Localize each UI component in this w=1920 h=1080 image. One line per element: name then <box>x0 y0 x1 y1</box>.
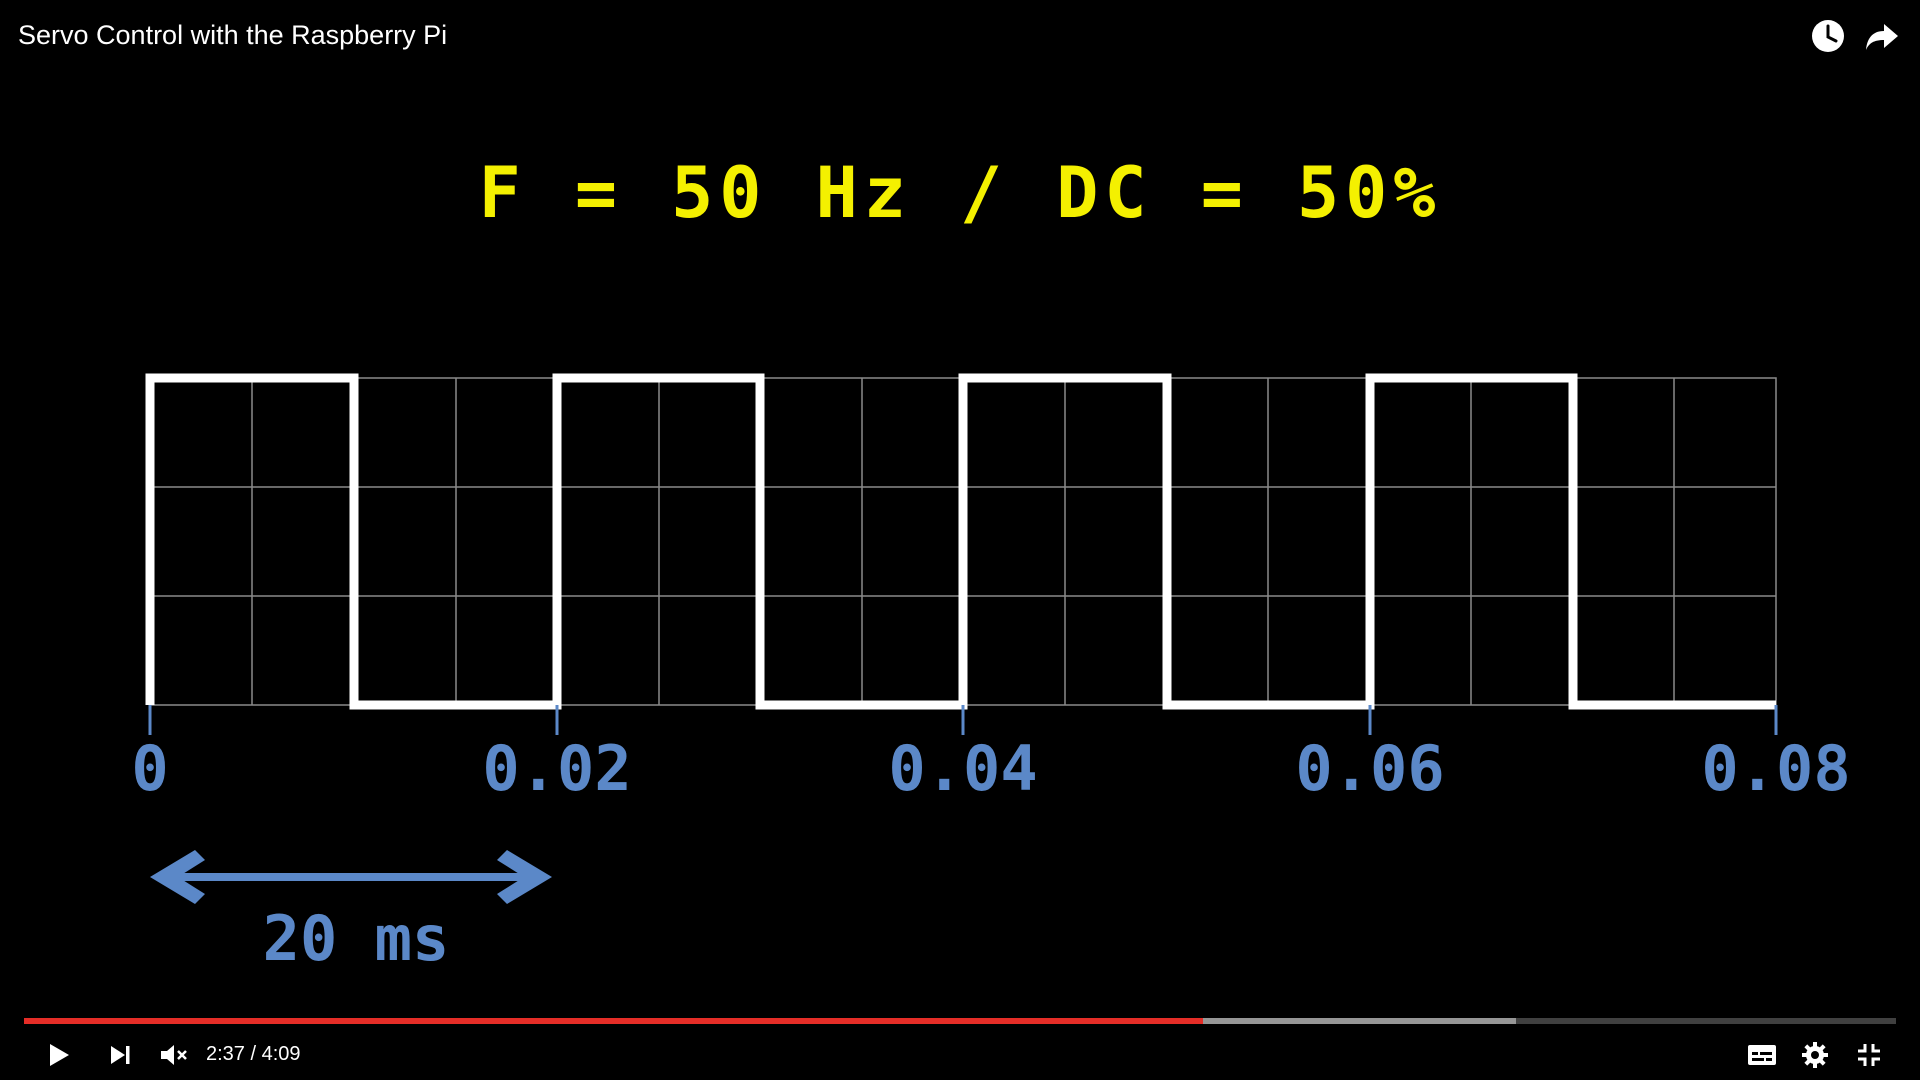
settings-button[interactable] <box>1795 1030 1835 1080</box>
subtitles-button[interactable] <box>1742 1030 1782 1080</box>
video-title[interactable]: Servo Control with the Raspberry Pi <box>18 20 448 50</box>
volume-muted-icon <box>161 1045 187 1065</box>
time-display: 2:37 / 4:09 <box>206 1043 301 1066</box>
player-controls: 2:37 / 4:09 <box>0 1030 1920 1080</box>
period-label: 20 ms <box>263 902 450 975</box>
square-wave <box>145 373 1776 710</box>
exit-fullscreen-icon <box>1858 1044 1880 1066</box>
tick-label: 0.04 <box>888 732 1037 805</box>
formula-caption: F = 50 Hz / DC = 50% <box>478 152 1442 234</box>
gear-icon <box>1802 1042 1828 1068</box>
subtitles-icon <box>1748 1045 1776 1065</box>
next-button[interactable] <box>100 1030 140 1080</box>
tick-label: 0 <box>131 732 168 805</box>
axis-ticks <box>148 705 1778 735</box>
current-time: 2:37 <box>206 1043 245 1065</box>
pwm-waveform-figure: 0 0.02 0.04 0.06 0.08 20 ms <box>131 373 1851 975</box>
progress-bar[interactable] <box>24 1018 1896 1024</box>
played-bar <box>24 1018 1204 1024</box>
time-separator: / <box>244 1043 262 1065</box>
next-icon <box>111 1046 130 1064</box>
share-icon[interactable] <box>1862 16 1902 56</box>
double-arrow <box>150 850 552 904</box>
play-button[interactable] <box>38 1030 78 1080</box>
tick-label: 0.08 <box>1701 732 1850 805</box>
play-icon <box>50 1044 69 1066</box>
clock-icon[interactable] <box>1808 16 1848 56</box>
duration: 4:09 <box>261 1043 301 1065</box>
mute-button[interactable] <box>153 1030 195 1080</box>
top-bar: Servo Control with the Raspberry Pi <box>0 0 1920 72</box>
tick-label: 0.06 <box>1295 732 1444 805</box>
tick-label: 0.02 <box>482 732 631 805</box>
exit-fullscreen-button[interactable] <box>1849 1030 1889 1080</box>
